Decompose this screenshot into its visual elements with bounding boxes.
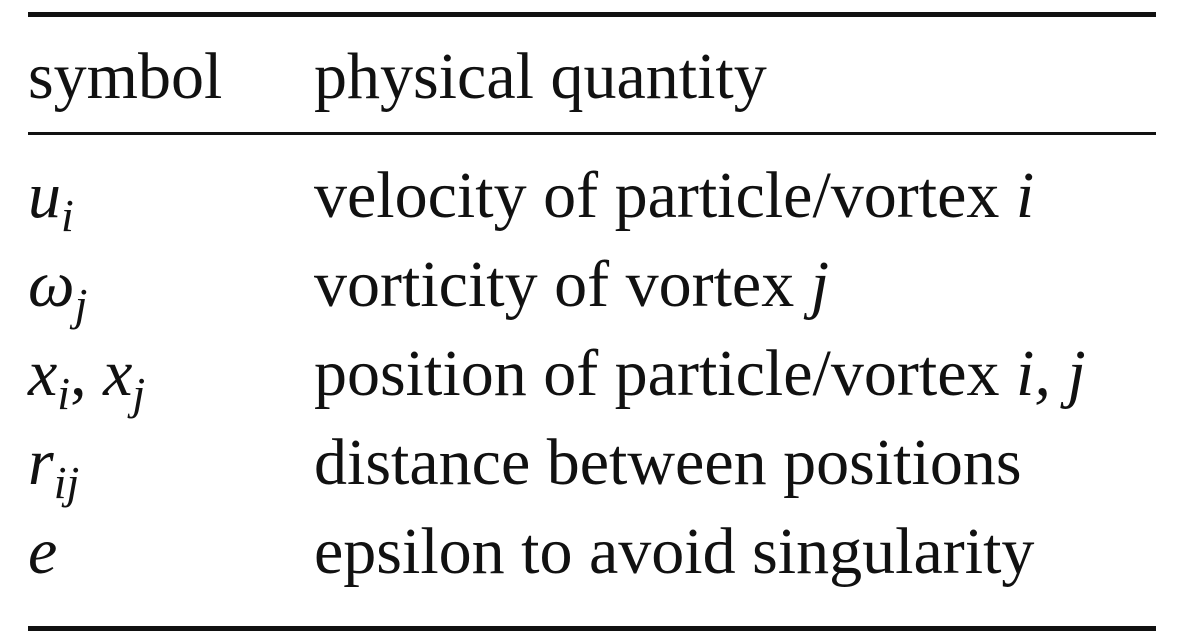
quantity-text: velocity of particle/vortex: [314, 158, 1016, 232]
symbol-cell: ωj: [28, 251, 308, 327]
table-row: xi, xj position of particle/vortex i, j: [28, 329, 1156, 418]
symbol-cell: ui: [28, 162, 308, 238]
symbol-base: ω: [28, 247, 75, 321]
symbol-subscript-2: j: [132, 367, 146, 419]
symbol-base: x: [28, 336, 58, 410]
bottom-rule: [28, 626, 1156, 631]
quantity-variable: i, j: [1016, 336, 1086, 410]
header-quantity: physical quantity: [314, 39, 767, 113]
quantity-variable: j: [810, 247, 830, 321]
symbol-table: symbol physical quantity ui velocity of …: [28, 12, 1156, 631]
symbol-cell: xi, xj: [28, 340, 308, 416]
quantity-cell: distance between positions: [314, 429, 1022, 496]
symbol-base: r: [28, 425, 54, 499]
table-row: e epsilon to avoid singularity: [28, 507, 1156, 596]
symbol-base-2: x: [103, 336, 133, 410]
table-header-row: symbol physical quantity: [28, 17, 1156, 132]
quantity-text: epsilon to avoid singularity: [314, 514, 1035, 588]
header-symbol: symbol: [28, 39, 223, 113]
header-rule: [28, 132, 1156, 135]
symbol-subscript: i: [61, 189, 74, 241]
table-body: ui velocity of particle/vortex i ωj vort…: [28, 135, 1156, 626]
symbol-subscript: i: [57, 367, 71, 419]
top-rule: [28, 12, 1156, 17]
table-row: rij distance between positions: [28, 418, 1156, 507]
quantity-cell: velocity of particle/vortex i: [314, 162, 1034, 229]
symbol-base: u: [28, 158, 61, 232]
symbol-subscript: ij: [53, 456, 80, 508]
quantity-cell: epsilon to avoid singularity: [314, 518, 1034, 585]
symbol-separator: ,: [70, 336, 104, 410]
quantity-cell: vorticity of vortex j: [314, 251, 829, 318]
table-row: ui velocity of particle/vortex i: [28, 151, 1156, 240]
quantity-variable: i: [1015, 158, 1035, 232]
symbol-cell: rij: [28, 429, 308, 505]
quantity-text: vorticity of vortex: [314, 247, 811, 321]
symbol-base: e: [28, 514, 58, 588]
table-row: ωj vorticity of vortex j: [28, 240, 1156, 329]
symbol-cell: e: [28, 518, 308, 585]
quantity-text: distance between positions: [314, 425, 1022, 499]
quantity-text: position of particle/vortex: [314, 336, 1016, 410]
quantity-cell: position of particle/vortex i, j: [314, 340, 1086, 407]
symbol-subscript: j: [74, 278, 88, 330]
